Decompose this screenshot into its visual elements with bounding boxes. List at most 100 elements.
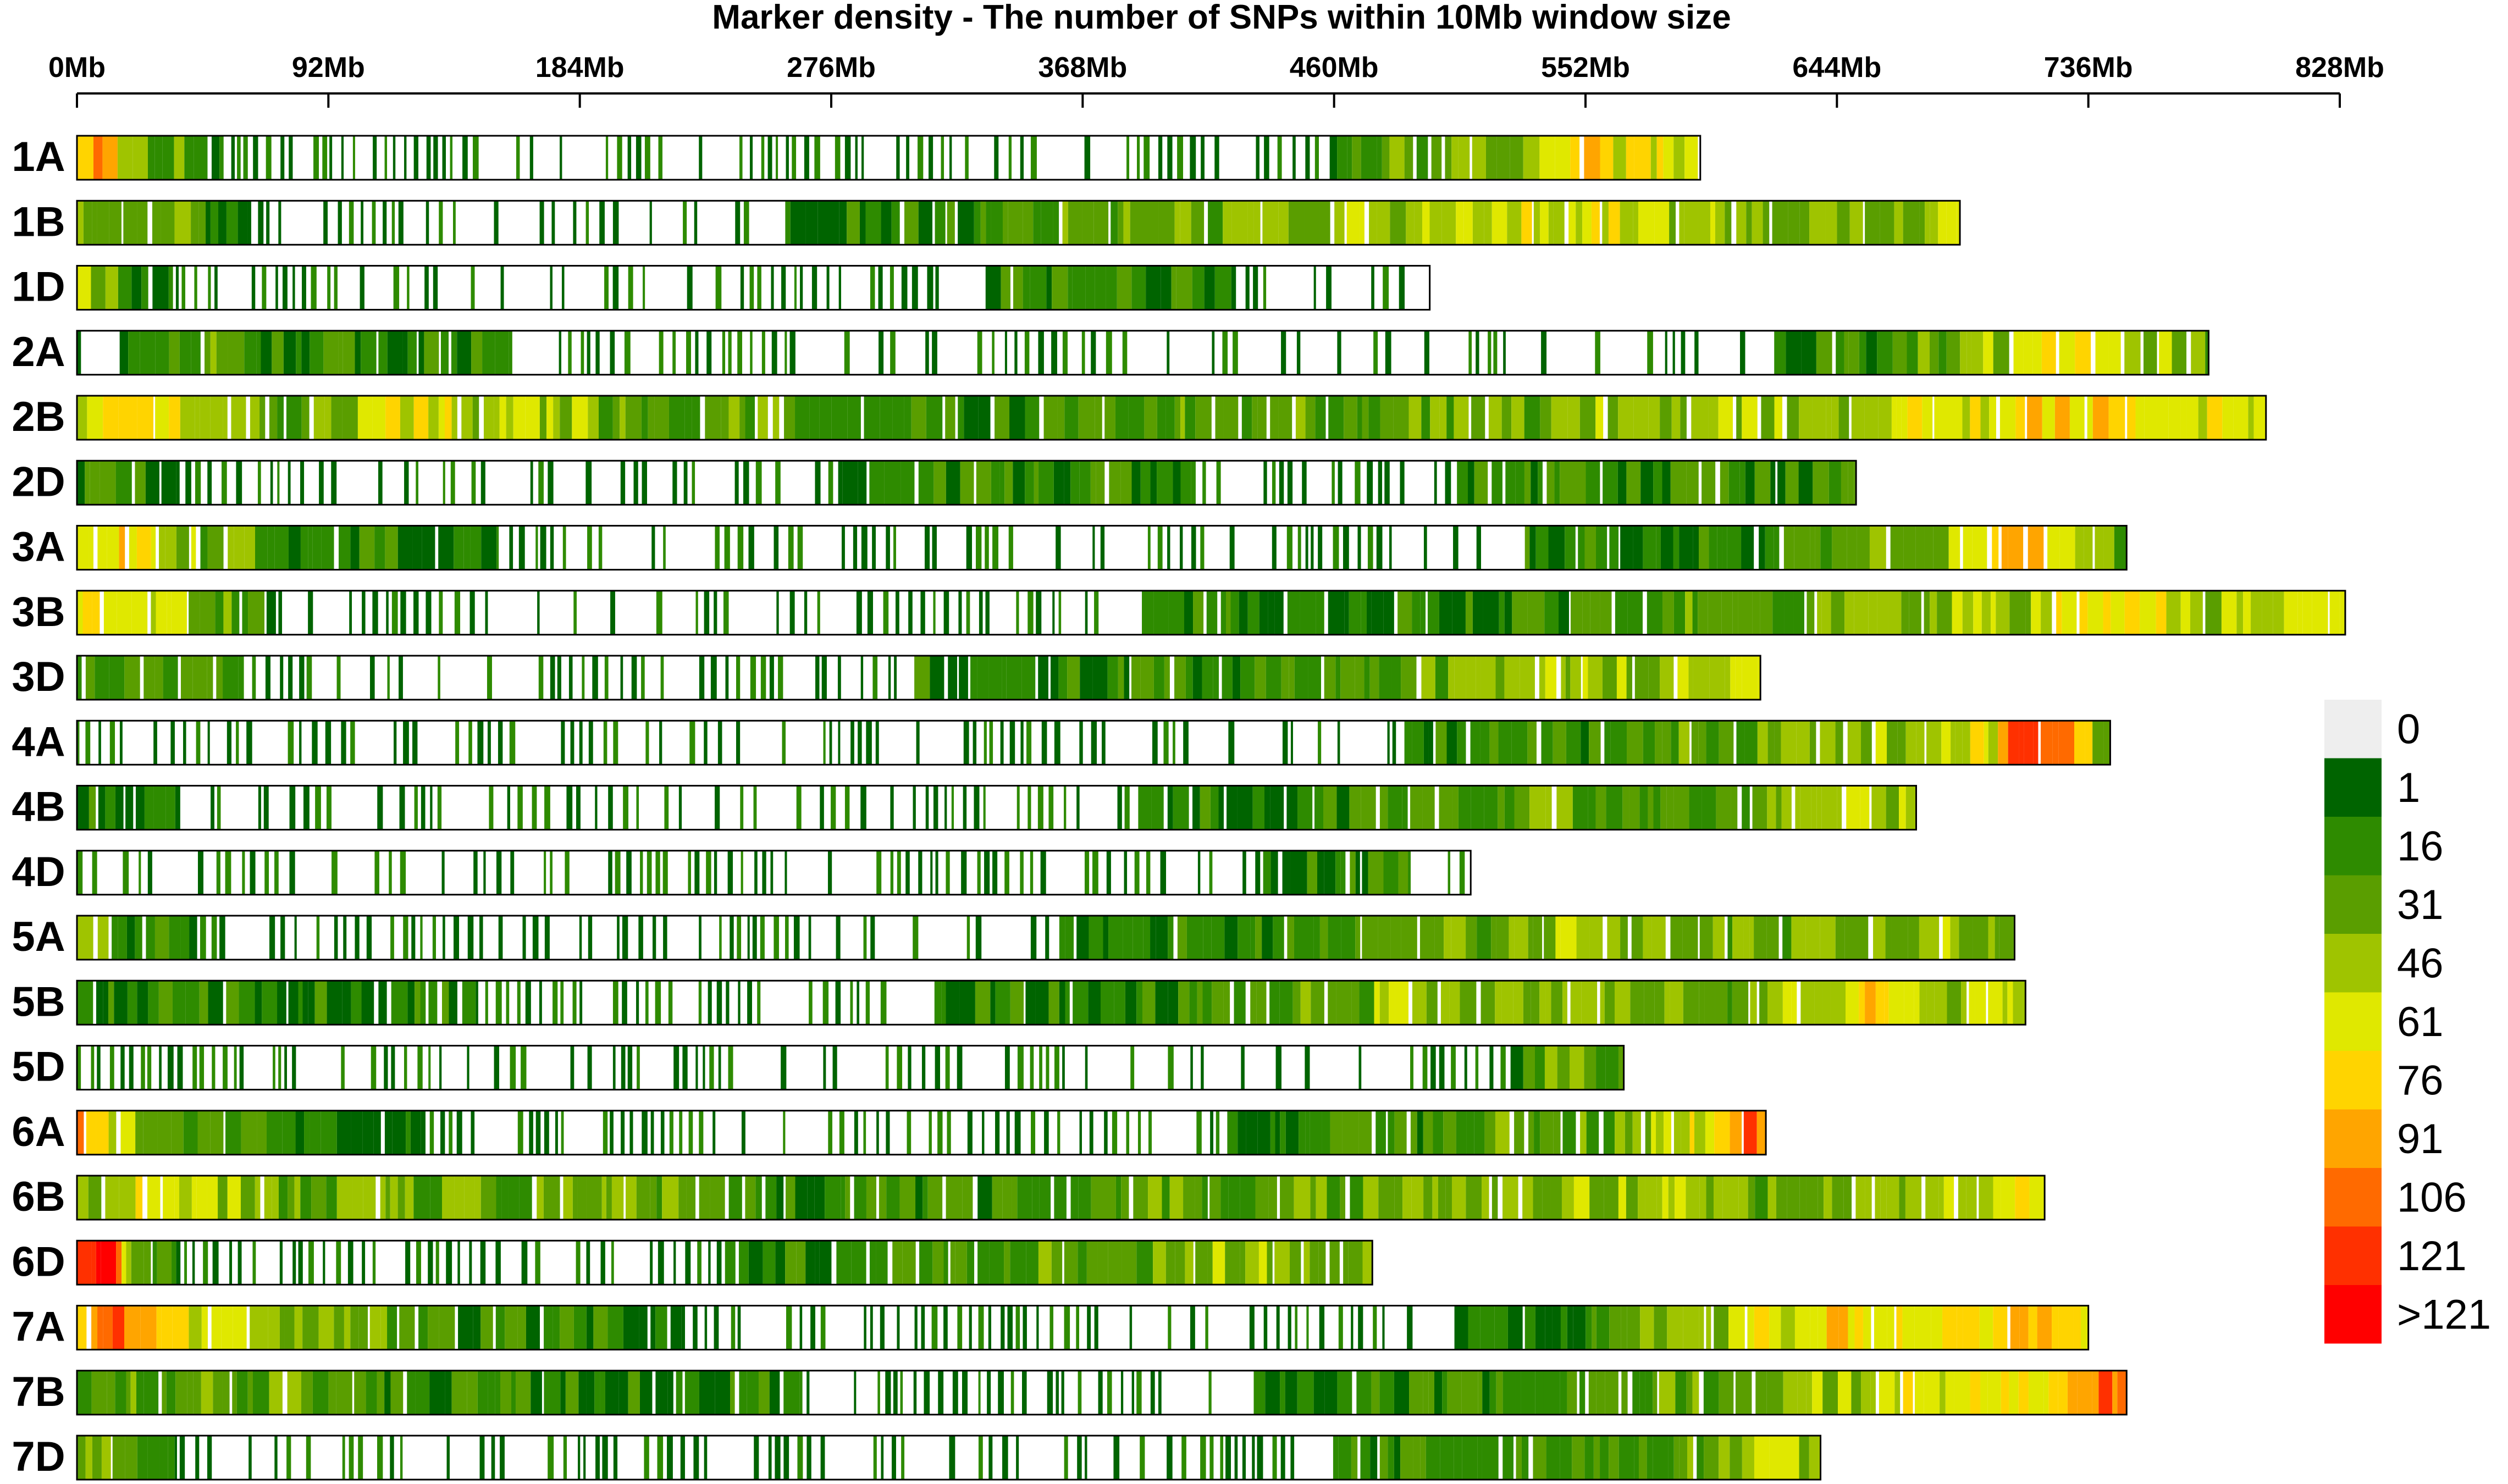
density-cell: [489, 785, 494, 830]
density-cell: [97, 201, 109, 245]
density-cell: [1615, 590, 1628, 635]
density-cell: [1352, 136, 1361, 180]
density-cell: [902, 1241, 916, 1285]
density-cell: [1533, 916, 1543, 960]
density-cell: [544, 850, 546, 895]
density-cell: [1795, 785, 1800, 830]
density-cell: [1173, 785, 1189, 830]
density-cell: [1001, 1305, 1005, 1350]
density-cell: [1782, 916, 1792, 960]
density-cell: [570, 1045, 574, 1090]
density-cell: [988, 656, 1002, 700]
density-cell: [228, 525, 234, 570]
density-cell: [1197, 850, 1201, 895]
density-cell: [1136, 136, 1140, 180]
density-cell: [988, 1305, 991, 1350]
density-cell: [907, 1110, 912, 1155]
density-cell: [1714, 1110, 1730, 1155]
density-cell: [1682, 916, 1698, 960]
density-cell: [695, 1045, 698, 1090]
density-cell: [989, 721, 993, 765]
density-cell: [1097, 1241, 1108, 1285]
density-cell: [1767, 981, 1783, 1025]
chromosome-outline: [76, 1045, 1625, 1090]
chromosome-label: 2B: [12, 394, 65, 440]
density-cell: [439, 1305, 455, 1350]
density-cell: [267, 525, 275, 570]
density-cell: [125, 1436, 137, 1480]
density-cell: [1596, 1370, 1605, 1415]
density-cell: [319, 461, 324, 505]
density-cell: [1056, 1370, 1059, 1415]
density-cell: [2340, 590, 2345, 635]
density-cell: [2103, 721, 2111, 765]
density-cell: [1408, 396, 1422, 440]
density-cell: [1578, 525, 1585, 570]
density-cell: [1879, 1370, 1895, 1415]
density-cell: [600, 1241, 605, 1285]
density-cell: [1891, 916, 1908, 960]
density-cell: [231, 590, 240, 635]
density-cell: [1521, 201, 1532, 245]
density-cell: [168, 1436, 175, 1480]
density-cell: [229, 1241, 233, 1285]
density-cell: [145, 461, 159, 505]
density-cell: [377, 1370, 385, 1415]
density-cell: [189, 916, 197, 960]
density-cell: [1884, 981, 1889, 1025]
density-cell: [1095, 265, 1106, 310]
density-cell: [1626, 656, 1633, 700]
density-cell: [1930, 201, 1938, 245]
density-cell: [1208, 201, 1223, 245]
density-cell: [301, 330, 310, 375]
density-cell: [1869, 525, 1886, 570]
density-cell: [1491, 1176, 1498, 1220]
density-cell: [1738, 1176, 1748, 1220]
density-cell: [289, 785, 296, 830]
density-cell: [2013, 330, 2024, 375]
density-cell: [1613, 136, 1626, 180]
density-cell: [1287, 916, 1294, 960]
density-cell: [471, 1110, 475, 1155]
density-cell: [212, 1241, 219, 1285]
legend-swatch: [2324, 1285, 2382, 1344]
density-cell: [1551, 981, 1563, 1025]
density-cell: [407, 1370, 416, 1415]
density-cell: [184, 136, 194, 180]
density-cell: [369, 656, 375, 700]
density-cell: [1914, 981, 1920, 1025]
density-cell: [207, 656, 213, 700]
chromosome-outline: [76, 850, 1472, 896]
density-cell: [1736, 201, 1747, 245]
density-cell: [587, 1045, 592, 1090]
density-cell: [1485, 136, 1497, 180]
density-cell: [77, 461, 85, 505]
density-cell: [1394, 1370, 1410, 1415]
density-cell: [1084, 850, 1090, 895]
density-cell: [561, 1110, 564, 1155]
density-cell: [1085, 1436, 1087, 1480]
density-cell: [1027, 590, 1034, 635]
density-cell: [211, 916, 217, 960]
density-cell: [384, 1045, 388, 1090]
density-cell: [754, 850, 758, 895]
density-cell: [595, 785, 598, 830]
density-cell: [1472, 136, 1486, 180]
density-cell: [2205, 590, 2222, 635]
density-cell: [621, 1045, 626, 1090]
density-cell: [172, 1305, 189, 1350]
density-cell: [500, 1370, 511, 1415]
density-cell: [714, 590, 717, 635]
density-cell: [573, 201, 577, 245]
density-cell: [1754, 1305, 1770, 1350]
density-cell: [1680, 396, 1687, 440]
density-cell: [500, 1436, 505, 1480]
density-cell: [342, 1436, 345, 1480]
density-cell: [1685, 590, 1693, 635]
density-cell: [1318, 525, 1323, 570]
density-cell: [200, 916, 206, 960]
density-cell: [642, 461, 647, 505]
density-cell: [1754, 1436, 1770, 1480]
density-cell: [1667, 1305, 1683, 1350]
